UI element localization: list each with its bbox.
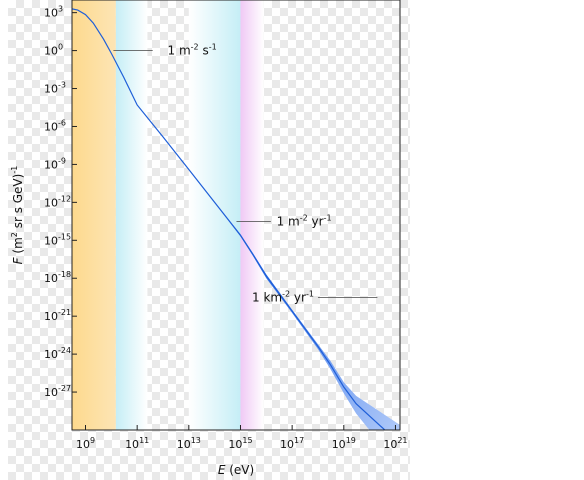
- energy-band: [115, 0, 148, 430]
- energy-band: [188, 0, 241, 430]
- x-tick-label: 1021: [383, 436, 407, 451]
- y-tick-label: 10-27: [44, 384, 71, 399]
- energy-band: [72, 0, 116, 430]
- x-tick-label: 1019: [332, 436, 356, 451]
- x-axis-var: E: [218, 463, 226, 477]
- y-tick-label: 10-15: [44, 232, 71, 247]
- y-axis-unit-b: sr s GeV): [11, 174, 25, 232]
- y-axis-var: F: [11, 256, 25, 264]
- energy-bands: [72, 0, 264, 430]
- y-tick-label: 10-9: [44, 156, 66, 171]
- x-tick-label: 1013: [177, 436, 201, 451]
- y-tick-label: 10-18: [44, 270, 71, 285]
- plot-frame: [71, 0, 401, 431]
- y-tick-label: 10-21: [44, 308, 71, 323]
- annotation-label: 1 km-2 yr-1: [252, 289, 314, 304]
- y-axis-sup-b: -1: [10, 166, 19, 174]
- x-tick-label: 1015: [228, 436, 252, 451]
- x-tick-label: 109: [76, 436, 95, 451]
- energy-band: [240, 0, 264, 430]
- y-axis-unit-a: (m: [11, 237, 25, 257]
- y-tick-label: 10-24: [44, 346, 71, 361]
- y-tick-label: 10-12: [44, 194, 71, 209]
- x-tick-label: 1011: [125, 436, 149, 451]
- x-axis-title: E (eV): [218, 463, 254, 477]
- x-axis-unit: (eV): [225, 463, 254, 477]
- y-tick-label: 10-3: [44, 81, 66, 96]
- y-axis: 103 100 10-3 10-6 10-9 10-12 10-15 10-18 10-21 10…: [44, 5, 77, 399]
- spectrum-line: [72, 8, 386, 430]
- x-axis: 109 1011 1013 1015 1017 1019 1021: [76, 425, 408, 451]
- annotations: 1 m-2 s-1 1 m-2 yr-1 1 km-2 yr-1: [113, 43, 378, 304]
- y-tick-label: 100: [44, 43, 63, 58]
- y-axis-title: F (m2 sr s GeV)-1: [10, 166, 25, 265]
- y-tick-label: 10-6: [44, 118, 66, 133]
- x-tick-label: 1017: [280, 436, 304, 451]
- annotation-label: 1 m-2 s-1: [168, 43, 217, 58]
- y-axis-sup-a: 2: [10, 232, 19, 237]
- annotation-label: 1 m-2 yr-1: [277, 214, 332, 229]
- spectrum-series: [72, 8, 400, 430]
- y-tick-label: 103: [44, 5, 63, 20]
